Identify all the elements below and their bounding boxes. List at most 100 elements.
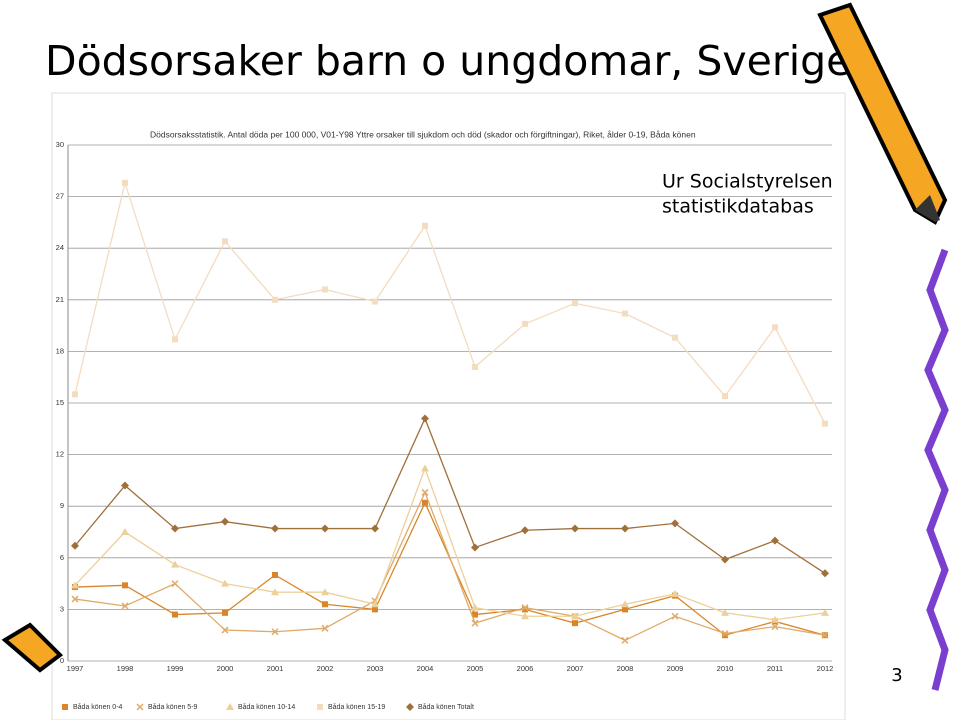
marker [271,524,279,533]
marker [221,517,229,526]
marker [71,581,79,589]
marker [422,499,428,506]
marker [371,600,379,608]
y-tick-label: 6 [60,553,64,562]
marker [571,524,579,533]
marker [471,543,479,552]
marker [222,609,228,616]
marker [571,612,579,620]
marker [472,611,478,618]
marker [521,604,529,612]
marker [421,464,429,472]
marker [622,606,628,613]
marker [172,611,178,618]
x-tick-label: 2001 [267,664,284,673]
marker [372,606,378,613]
marker [71,541,79,550]
series-line [74,180,826,424]
marker [522,320,528,327]
marker [521,526,529,535]
marker [621,600,629,608]
marker [171,524,179,533]
marker [121,481,129,490]
marker [272,296,278,303]
marker [772,324,778,331]
x-tick-label: 2011 [767,664,783,673]
marker [472,363,478,370]
y-tick-label: 27 [56,192,64,201]
marker [771,623,779,631]
legend-marker [136,703,144,711]
note-line: statistikdatabas [662,196,814,218]
marker [421,488,429,496]
chart-title: Dödsorsaksstatistik. Antal döda per 100 … [150,129,696,139]
marker [121,528,129,535]
x-tick-label: 2009 [667,664,684,673]
x-tick-label: 2007 [567,664,584,673]
marker [721,608,729,616]
legend-label: Båda könen 0-4 [73,703,123,711]
x-tick-label: 2006 [517,664,534,673]
marker [271,588,279,596]
legend-marker [226,703,234,710]
x-tick-label: 2005 [467,664,484,673]
marker [471,619,479,627]
x-tick-label: 2004 [417,664,434,673]
x-tick-label: 1999 [167,664,184,673]
y-tick-label: 9 [60,501,64,510]
chart-panel [51,92,846,721]
page-number: 3 [891,665,902,686]
y-tick-label: 12 [56,450,64,459]
marker [171,560,179,568]
y-tick-label: 24 [56,243,64,252]
legend-label: Båda könen Totalt [418,703,474,711]
marker [722,632,728,639]
marker [622,310,628,317]
marker [672,334,678,341]
legend-label: Båda könen 10-14 [238,703,295,711]
marker [71,595,79,603]
marker [421,414,429,423]
marker [572,620,578,627]
x-tick-label: 2012 [817,664,834,673]
marker [72,391,78,398]
marker [671,589,679,597]
marker [271,628,279,636]
marker [771,615,779,623]
marker [221,626,229,634]
y-tick-label: 3 [60,604,64,613]
x-tick-label: 2008 [617,664,634,673]
marker [722,393,728,400]
y-tick-label: 0 [60,656,64,665]
series-line [74,490,826,642]
marker [371,524,379,533]
marker [122,582,128,589]
x-tick-label: 2003 [367,664,384,673]
marker [721,629,729,638]
marker [771,536,779,545]
marker [321,524,329,533]
marker [822,420,828,427]
marker [671,612,679,620]
marker [671,519,679,528]
marker [122,179,128,186]
note-line: Ur Socialstyrelsen [662,171,833,193]
x-tick-label: 2000 [217,664,234,673]
x-tick-label: 2002 [317,664,334,673]
x-tick-label: 1997 [67,664,84,673]
legend-marker [317,704,323,710]
y-tick-label: 21 [56,295,64,304]
marker [221,579,229,587]
marker [322,601,328,608]
marker [422,222,428,229]
marker [821,608,829,616]
legend-label: Båda könen 15-19 [328,703,385,711]
marker [272,572,278,578]
marker [171,580,179,588]
marker [121,602,129,610]
series-line [74,416,826,574]
slide-title: Dödsorsaker barn o ungdomar, Sverige [45,37,851,85]
x-tick-label: 1998 [117,664,134,673]
marker [572,300,578,307]
